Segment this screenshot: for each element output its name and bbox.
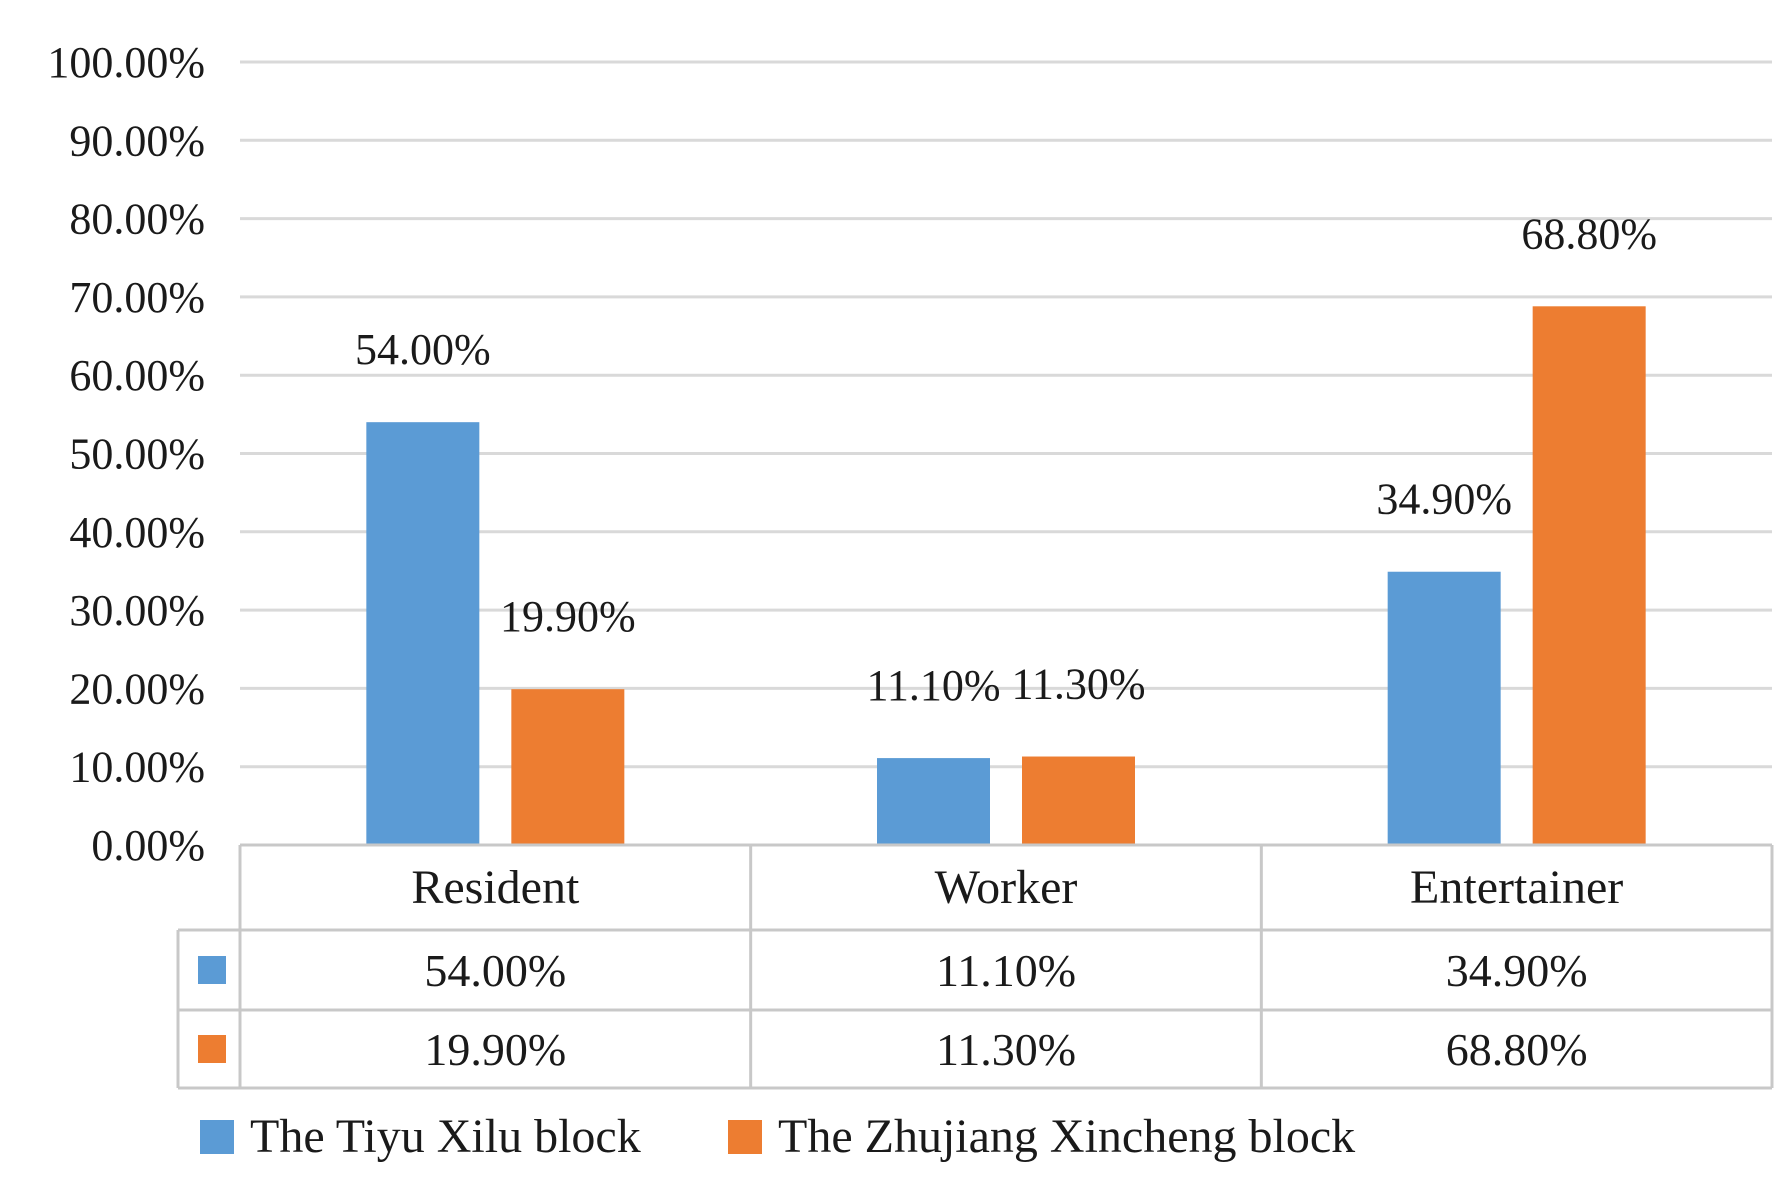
table-cell: 11.30% — [936, 1024, 1076, 1075]
legend-label: The Zhujiang Xincheng block — [778, 1110, 1355, 1163]
data-label: 34.90% — [1376, 475, 1512, 524]
data-label: 68.80% — [1521, 209, 1657, 258]
x-tick-label: Worker — [935, 861, 1078, 914]
table-cell: 68.80% — [1446, 1024, 1588, 1075]
y-tick-label: 70.00% — [69, 273, 205, 322]
y-tick-label: 60.00% — [69, 351, 205, 400]
bar — [366, 422, 480, 845]
x-tick-label: Entertainer — [1410, 861, 1623, 914]
data-label: 11.30% — [1011, 660, 1145, 709]
data-label: 11.10% — [866, 661, 1000, 710]
table-cell: 11.10% — [936, 945, 1076, 996]
y-tick-label: 80.00% — [69, 195, 205, 244]
bar — [1532, 306, 1646, 845]
y-tick-label: 50.00% — [69, 430, 205, 479]
table-legend-key — [198, 956, 226, 984]
data-label: 54.00% — [355, 325, 491, 374]
bar — [1022, 756, 1135, 845]
bar — [1387, 571, 1501, 845]
bar — [511, 689, 625, 845]
y-tick-label: 90.00% — [69, 116, 205, 165]
y-tick-label: 10.00% — [69, 743, 205, 792]
table-cell: 19.90% — [424, 1024, 566, 1075]
data-label: 19.90% — [500, 592, 636, 641]
legend-label: The Tiyu Xilu block — [250, 1110, 641, 1163]
table-legend-key — [198, 1035, 226, 1063]
y-tick-label: 40.00% — [69, 508, 205, 557]
y-tick-label: 100.00% — [47, 38, 205, 87]
y-tick-label: 0.00% — [91, 821, 205, 870]
legend-swatch — [728, 1120, 762, 1154]
bar — [877, 758, 990, 845]
table-cell: 34.90% — [1446, 945, 1588, 996]
y-tick-label: 20.00% — [69, 664, 205, 713]
y-tick-label: 30.00% — [69, 586, 205, 635]
legend-swatch — [200, 1120, 234, 1154]
table-cell: 54.00% — [424, 945, 566, 996]
x-tick-label: Resident — [411, 861, 580, 914]
